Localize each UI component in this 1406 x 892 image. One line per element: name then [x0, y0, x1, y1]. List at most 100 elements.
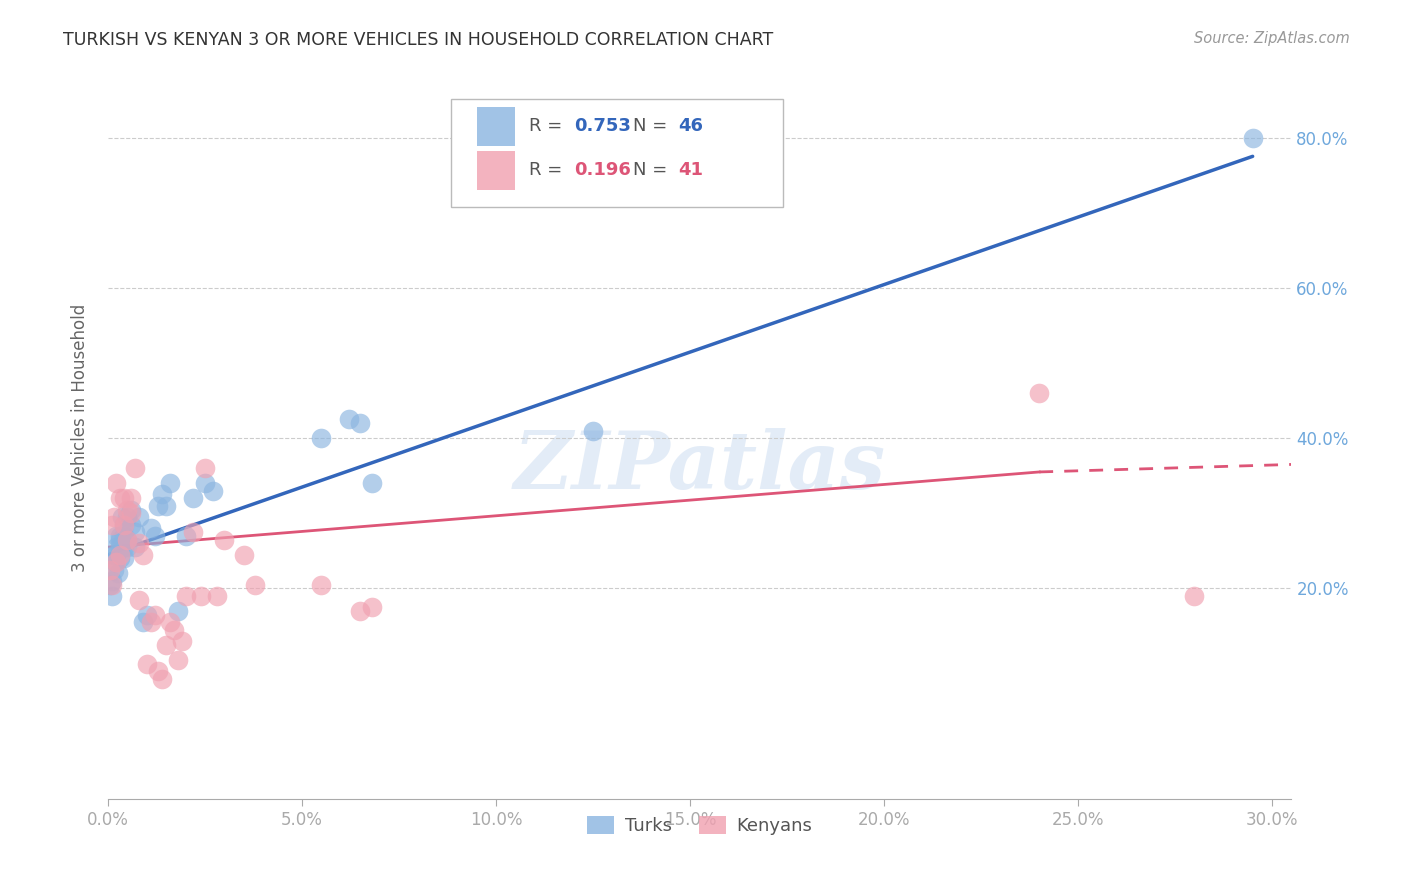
Point	[112, 491, 135, 506]
Point	[166, 604, 188, 618]
Point	[194, 461, 217, 475]
Point	[360, 476, 382, 491]
Point	[311, 431, 333, 445]
Text: TURKISH VS KENYAN 3 OR MORE VEHICLES IN HOUSEHOLD CORRELATION CHART: TURKISH VS KENYAN 3 OR MORE VEHICLES IN …	[63, 31, 773, 49]
Y-axis label: 3 or more Vehicles in Household: 3 or more Vehicles in Household	[72, 304, 89, 573]
Point	[1184, 589, 1206, 603]
Point	[155, 499, 177, 513]
Point	[360, 600, 382, 615]
Point	[101, 577, 124, 591]
Point	[117, 502, 139, 516]
Point	[98, 577, 121, 591]
Point	[1028, 386, 1050, 401]
Point	[128, 536, 150, 550]
Text: Source: ZipAtlas.com: Source: ZipAtlas.com	[1194, 31, 1350, 46]
Point	[108, 540, 131, 554]
FancyBboxPatch shape	[477, 151, 515, 190]
FancyBboxPatch shape	[451, 99, 783, 207]
Point	[103, 510, 125, 524]
Point	[104, 476, 127, 491]
Point	[112, 551, 135, 566]
Point	[159, 615, 181, 630]
Point	[183, 524, 205, 539]
Point	[120, 502, 142, 516]
Point	[128, 592, 150, 607]
Point	[101, 574, 124, 588]
Point	[174, 529, 197, 543]
Point	[101, 589, 124, 603]
Text: N =: N =	[634, 117, 673, 135]
Point	[205, 589, 228, 603]
Point	[349, 416, 371, 430]
Point	[104, 529, 127, 543]
Point	[582, 424, 605, 438]
Point	[124, 524, 146, 539]
Point	[103, 548, 125, 562]
Point	[128, 510, 150, 524]
Point	[135, 657, 157, 671]
Point	[150, 672, 173, 686]
Point	[148, 664, 170, 678]
Point	[120, 506, 142, 520]
Legend: Turks, Kenyans: Turks, Kenyans	[578, 806, 821, 844]
Point	[112, 517, 135, 532]
Point	[101, 517, 124, 532]
Point	[120, 491, 142, 506]
Point	[245, 577, 267, 591]
Point	[349, 604, 371, 618]
Text: 41: 41	[679, 161, 703, 179]
Point	[150, 487, 173, 501]
Point	[148, 499, 170, 513]
Point	[155, 638, 177, 652]
Point	[190, 589, 212, 603]
Point	[117, 533, 139, 547]
Point	[166, 653, 188, 667]
Point	[132, 615, 155, 630]
Point	[108, 548, 131, 562]
Point	[159, 476, 181, 491]
Point	[112, 540, 135, 554]
Point	[214, 533, 236, 547]
Point	[232, 548, 254, 562]
FancyBboxPatch shape	[477, 107, 515, 146]
Point	[201, 483, 224, 498]
Point	[337, 412, 360, 426]
Text: R =: R =	[529, 117, 568, 135]
Point	[117, 540, 139, 554]
Point	[311, 577, 333, 591]
Point	[107, 566, 129, 581]
Text: R =: R =	[529, 161, 568, 179]
Text: ZIPatlas: ZIPatlas	[513, 428, 886, 506]
Point	[110, 510, 132, 524]
Point	[104, 555, 127, 569]
Point	[117, 533, 139, 547]
Point	[143, 529, 166, 543]
Text: 0.753: 0.753	[574, 117, 631, 135]
Point	[108, 533, 131, 547]
Text: N =: N =	[634, 161, 673, 179]
Point	[104, 555, 127, 569]
Point	[135, 607, 157, 622]
Point	[143, 607, 166, 622]
Point	[112, 529, 135, 543]
Point	[163, 623, 186, 637]
Point	[108, 551, 131, 566]
Point	[104, 540, 127, 554]
Point	[124, 461, 146, 475]
Point	[104, 548, 127, 562]
Point	[117, 510, 139, 524]
Point	[108, 491, 131, 506]
Point	[183, 491, 205, 506]
Point	[174, 589, 197, 603]
Point	[194, 476, 217, 491]
Text: 46: 46	[679, 117, 703, 135]
Point	[170, 634, 193, 648]
Point	[132, 548, 155, 562]
Point	[112, 517, 135, 532]
Point	[1241, 130, 1264, 145]
Text: 0.196: 0.196	[574, 161, 631, 179]
Point	[103, 563, 125, 577]
Point	[98, 563, 121, 577]
Point	[124, 540, 146, 554]
Point	[108, 529, 131, 543]
